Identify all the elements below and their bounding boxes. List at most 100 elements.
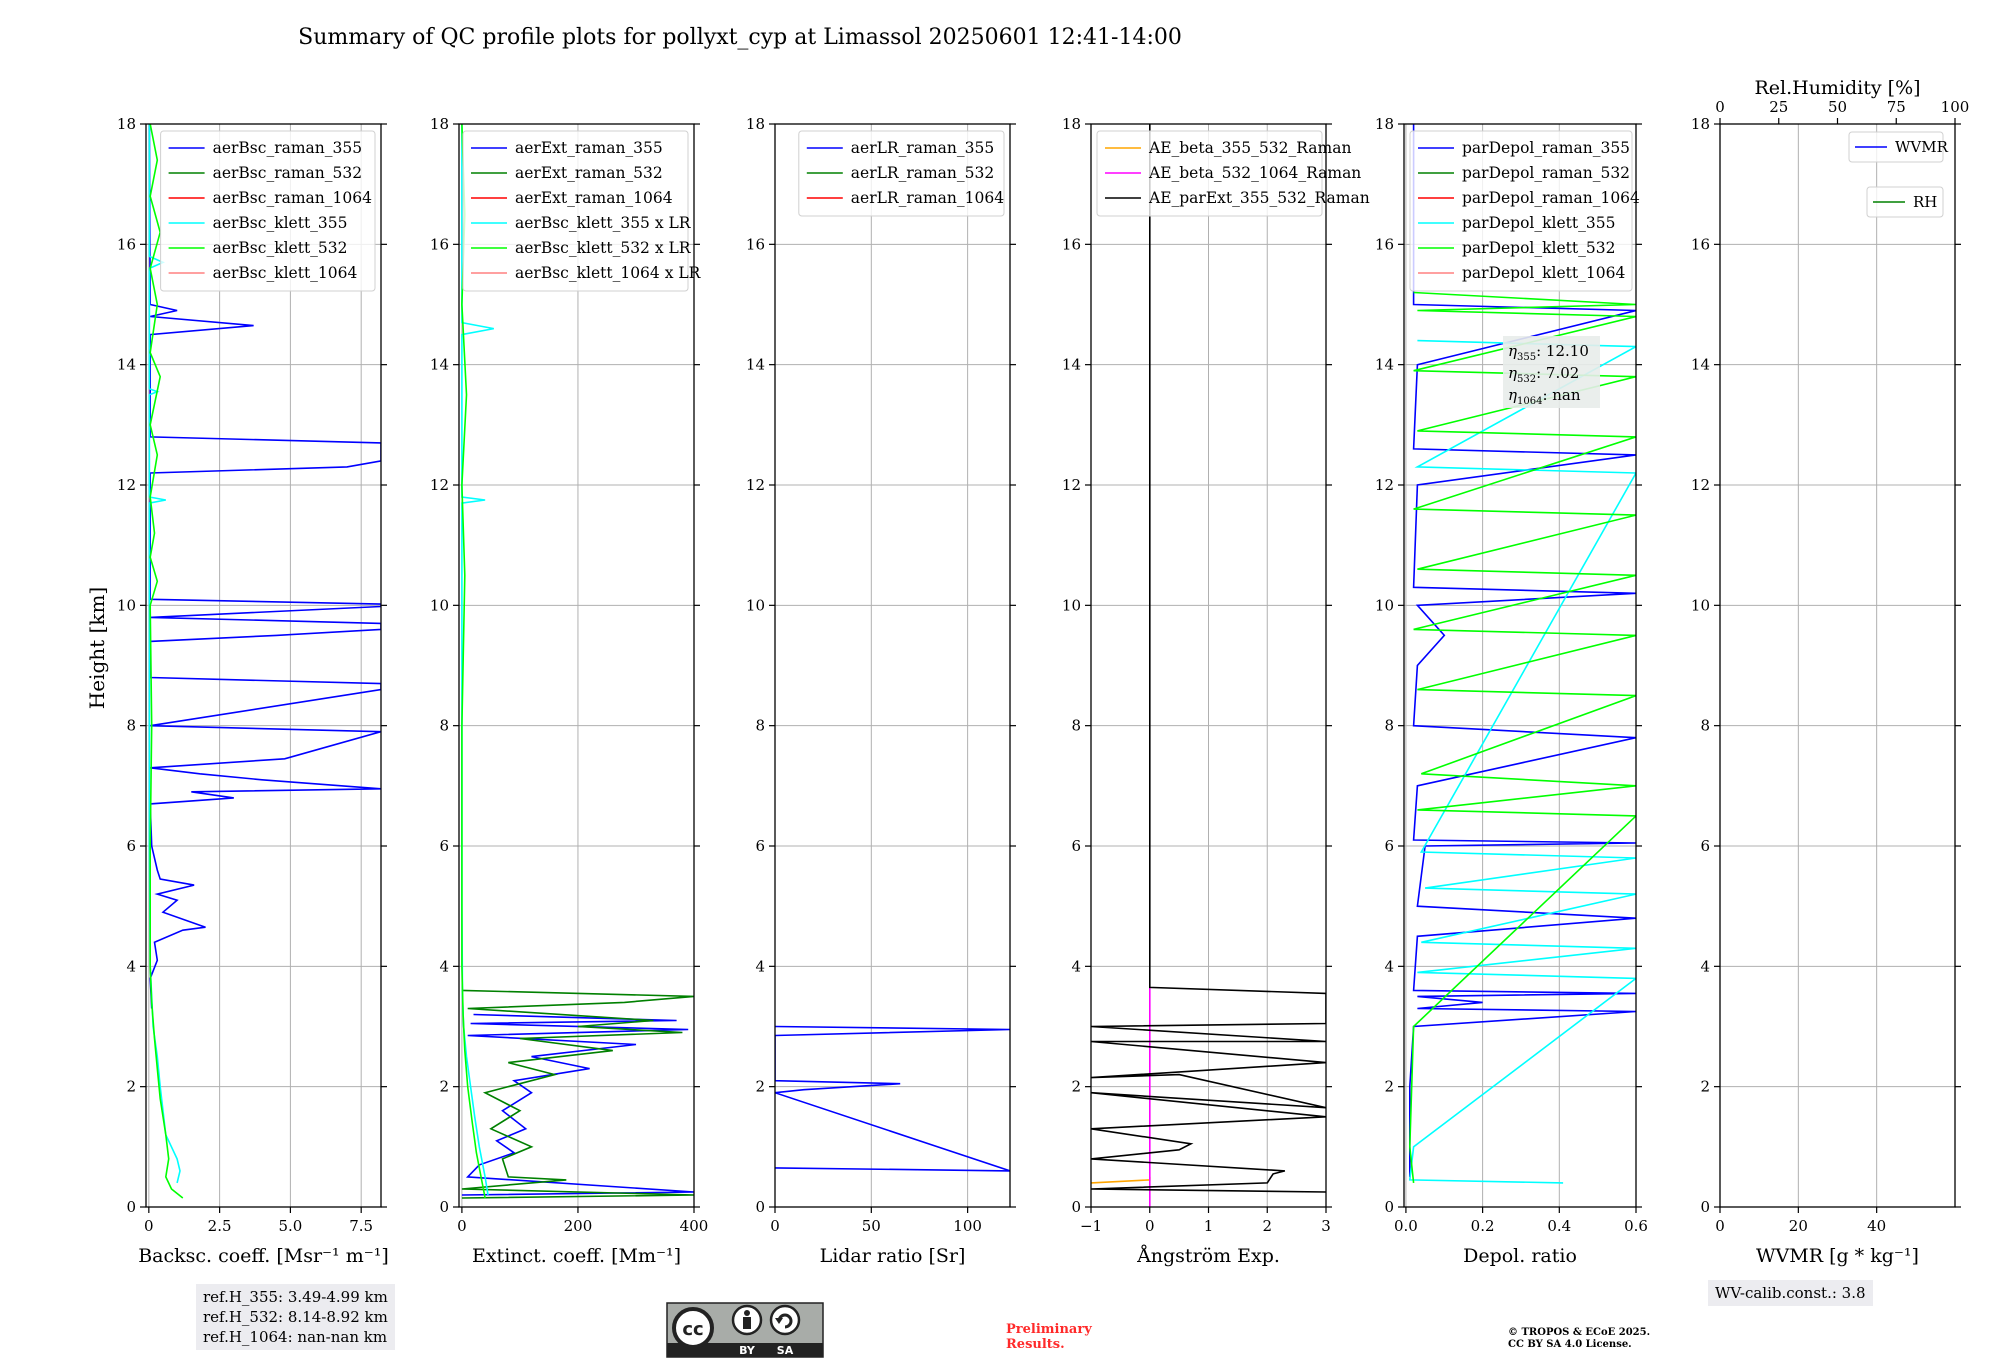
series-line-aerbsc-klett-532-x-lr (461, 124, 486, 1199)
x-axis-label: Extinct. coeff. [Mm⁻¹] (472, 1245, 681, 1267)
top-axis-label: Rel.Humidity [%] (1754, 77, 1920, 99)
reference-height-box: ref.H_355: 3.49-4.99 km ref.H_532: 8.14-… (196, 1284, 395, 1350)
subplot-1: 0 2 4 6 8 10 12 14 16 18 0 2.5 5.0 7.5 Backsc. coeff. … (117, 115, 389, 1267)
ref-height-532: ref.H_532: 8.14-8.92 km (203, 1308, 388, 1326)
legend-label: aerExt_raman_1064 (515, 189, 673, 207)
y-tick-label: 4 (126, 957, 136, 975)
y-tick-label: 16 (1062, 235, 1081, 253)
x-tick-label: 1 (1204, 1217, 1214, 1235)
x-tick-label: 2.5 (208, 1217, 232, 1235)
legend-box (1096, 130, 1323, 217)
y-tick-label: 2 (126, 1078, 136, 1096)
y-tick-label: 16 (1691, 235, 1710, 253)
y-tick-label: 6 (1700, 837, 1710, 855)
y-tick-label: 10 (1062, 596, 1081, 614)
x-tick-label: 7.5 (349, 1217, 373, 1235)
x-tick-label: 5.0 (278, 1217, 302, 1235)
axes-frame (1403, 123, 1637, 1208)
x-tick-label: 0.0 (1394, 1217, 1418, 1235)
x-tick-label: 0.2 (1471, 1217, 1495, 1235)
legend-label: RH (1913, 193, 1937, 211)
y-tick-label: 4 (755, 957, 765, 975)
top-x-tick-label: 0 (1715, 98, 1725, 116)
subplot-6: 0 2 4 6 8 10 12 14 16 18 0 20 40 WVMR [g * kg⁻¹] 0 25 50… (1691, 77, 1969, 1267)
y-tick-label: 18 (1375, 115, 1394, 133)
eta-annotation: η355: 12.10 (1508, 342, 1589, 363)
eta-annotation-box (1503, 336, 1600, 408)
y-tick-label: 0 (1384, 1198, 1394, 1216)
sa-label: SA (777, 1344, 794, 1357)
x-tick-label: 200 (564, 1217, 593, 1235)
y-tick-label: 4 (1384, 957, 1394, 975)
y-tick-label: 10 (1375, 596, 1394, 614)
cc-license-logo: cc BY SA (666, 1302, 824, 1358)
y-tick-label: 0 (439, 1198, 449, 1216)
ref-height-1064: ref.H_1064: nan-nan km (203, 1328, 388, 1346)
top-x-tick-label: 100 (1941, 98, 1970, 116)
subplot-2: 0 2 4 6 8 10 12 14 16 18 0 200 400 Extinct. coeff. [M… (430, 115, 708, 1267)
legend-label: aerBsc_raman_1064 (213, 189, 373, 207)
series-line-aerbsc-klett-532 (149, 124, 184, 1199)
x-tick-label: 0.6 (1624, 1217, 1648, 1235)
series-line-aerext-raman-355 (461, 1013, 694, 1196)
y-tick-label: 2 (1071, 1078, 1081, 1096)
legend-label: aerBsc_klett_532 (213, 239, 348, 257)
y-tick-label: 6 (1384, 837, 1394, 855)
y-tick-label: 18 (746, 115, 765, 133)
y-tick-label: 18 (1691, 115, 1710, 133)
y-tick-label: 2 (755, 1078, 765, 1096)
y-tick-label: 6 (439, 837, 449, 855)
by-label: BY (739, 1344, 756, 1357)
legend-label: AE_beta_355_532_Raman (1148, 139, 1351, 157)
legend-box (160, 130, 376, 292)
x-tick-label: 0 (1145, 1217, 1155, 1235)
y-tick-label: 6 (126, 837, 136, 855)
x-tick-label: 40 (1867, 1217, 1886, 1235)
eta-annotation: η532: 7.02 (1508, 364, 1579, 385)
legend-label: aerBsc_klett_1064 x LR (515, 264, 702, 282)
y-tick-label: 12 (117, 476, 136, 494)
figure-title: Summary of QC profile plots for pollyxt_… (298, 25, 1182, 50)
y-tick-label: 10 (117, 596, 136, 614)
attribution-icon (731, 1304, 763, 1336)
legend-label: parDepol_klett_532 (1462, 239, 1615, 257)
x-tick-label: 0.4 (1547, 1217, 1571, 1235)
legend-label: aerLR_raman_532 (851, 164, 994, 182)
x-tick-label: −1 (1080, 1217, 1102, 1235)
legend-label: aerExt_raman_532 (515, 164, 663, 182)
x-tick-label: 0 (1715, 1217, 1725, 1235)
y-tick-label: 12 (430, 476, 449, 494)
x-tick-label: 3 (1321, 1217, 1331, 1235)
x-axis-label: Backsc. coeff. [Msr⁻¹ m⁻¹] (138, 1245, 389, 1267)
y-tick-label: 6 (1071, 837, 1081, 855)
legend-label: parDepol_klett_355 (1462, 214, 1615, 232)
axes-frame (145, 123, 382, 1208)
top-x-tick-label: 25 (1769, 98, 1788, 116)
legend-label: parDepol_raman_532 (1462, 164, 1630, 182)
y-tick-label: 0 (1071, 1198, 1081, 1216)
wv-calibration-constant: WV-calib.const.: 3.8 (1715, 1284, 1866, 1302)
legend-label: aerBsc_raman_355 (213, 139, 363, 157)
y-tick-label: 14 (746, 356, 765, 374)
ref-height-355: ref.H_355: 3.49-4.99 km (203, 1288, 388, 1306)
series-line-aerbsc-raman-355 (148, 124, 381, 1009)
legend-label: aerBsc_klett_532 x LR (515, 239, 692, 257)
legend-label: AE_parExt_355_532_Raman (1148, 189, 1370, 207)
legend-box (1409, 130, 1633, 292)
y-tick-label: 10 (1691, 596, 1710, 614)
y-tick-label: 14 (430, 356, 449, 374)
legend-label: aerBsc_klett_1064 (213, 264, 358, 282)
series-line-aerlr-raman-355 (775, 1025, 1010, 1172)
share-alike-icon (769, 1304, 801, 1336)
y-tick-label: 0 (1700, 1198, 1710, 1216)
legend-label: parDepol_raman_355 (1462, 139, 1630, 157)
y-tick-label: 18 (1062, 115, 1081, 133)
x-tick-label: 20 (1789, 1217, 1808, 1235)
copyright-notice: © TROPOS & ECoE 2025. CC BY SA 4.0 Licen… (1508, 1327, 1651, 1350)
legend-label: parDepol_klett_1064 (1462, 264, 1625, 282)
y-tick-label: 10 (430, 596, 449, 614)
series-line-pardepol-klett-355 (1408, 339, 1636, 1184)
x-axis-label: Ångström Exp. (1136, 1245, 1280, 1267)
y-axis-label: Height [km] (85, 587, 109, 709)
